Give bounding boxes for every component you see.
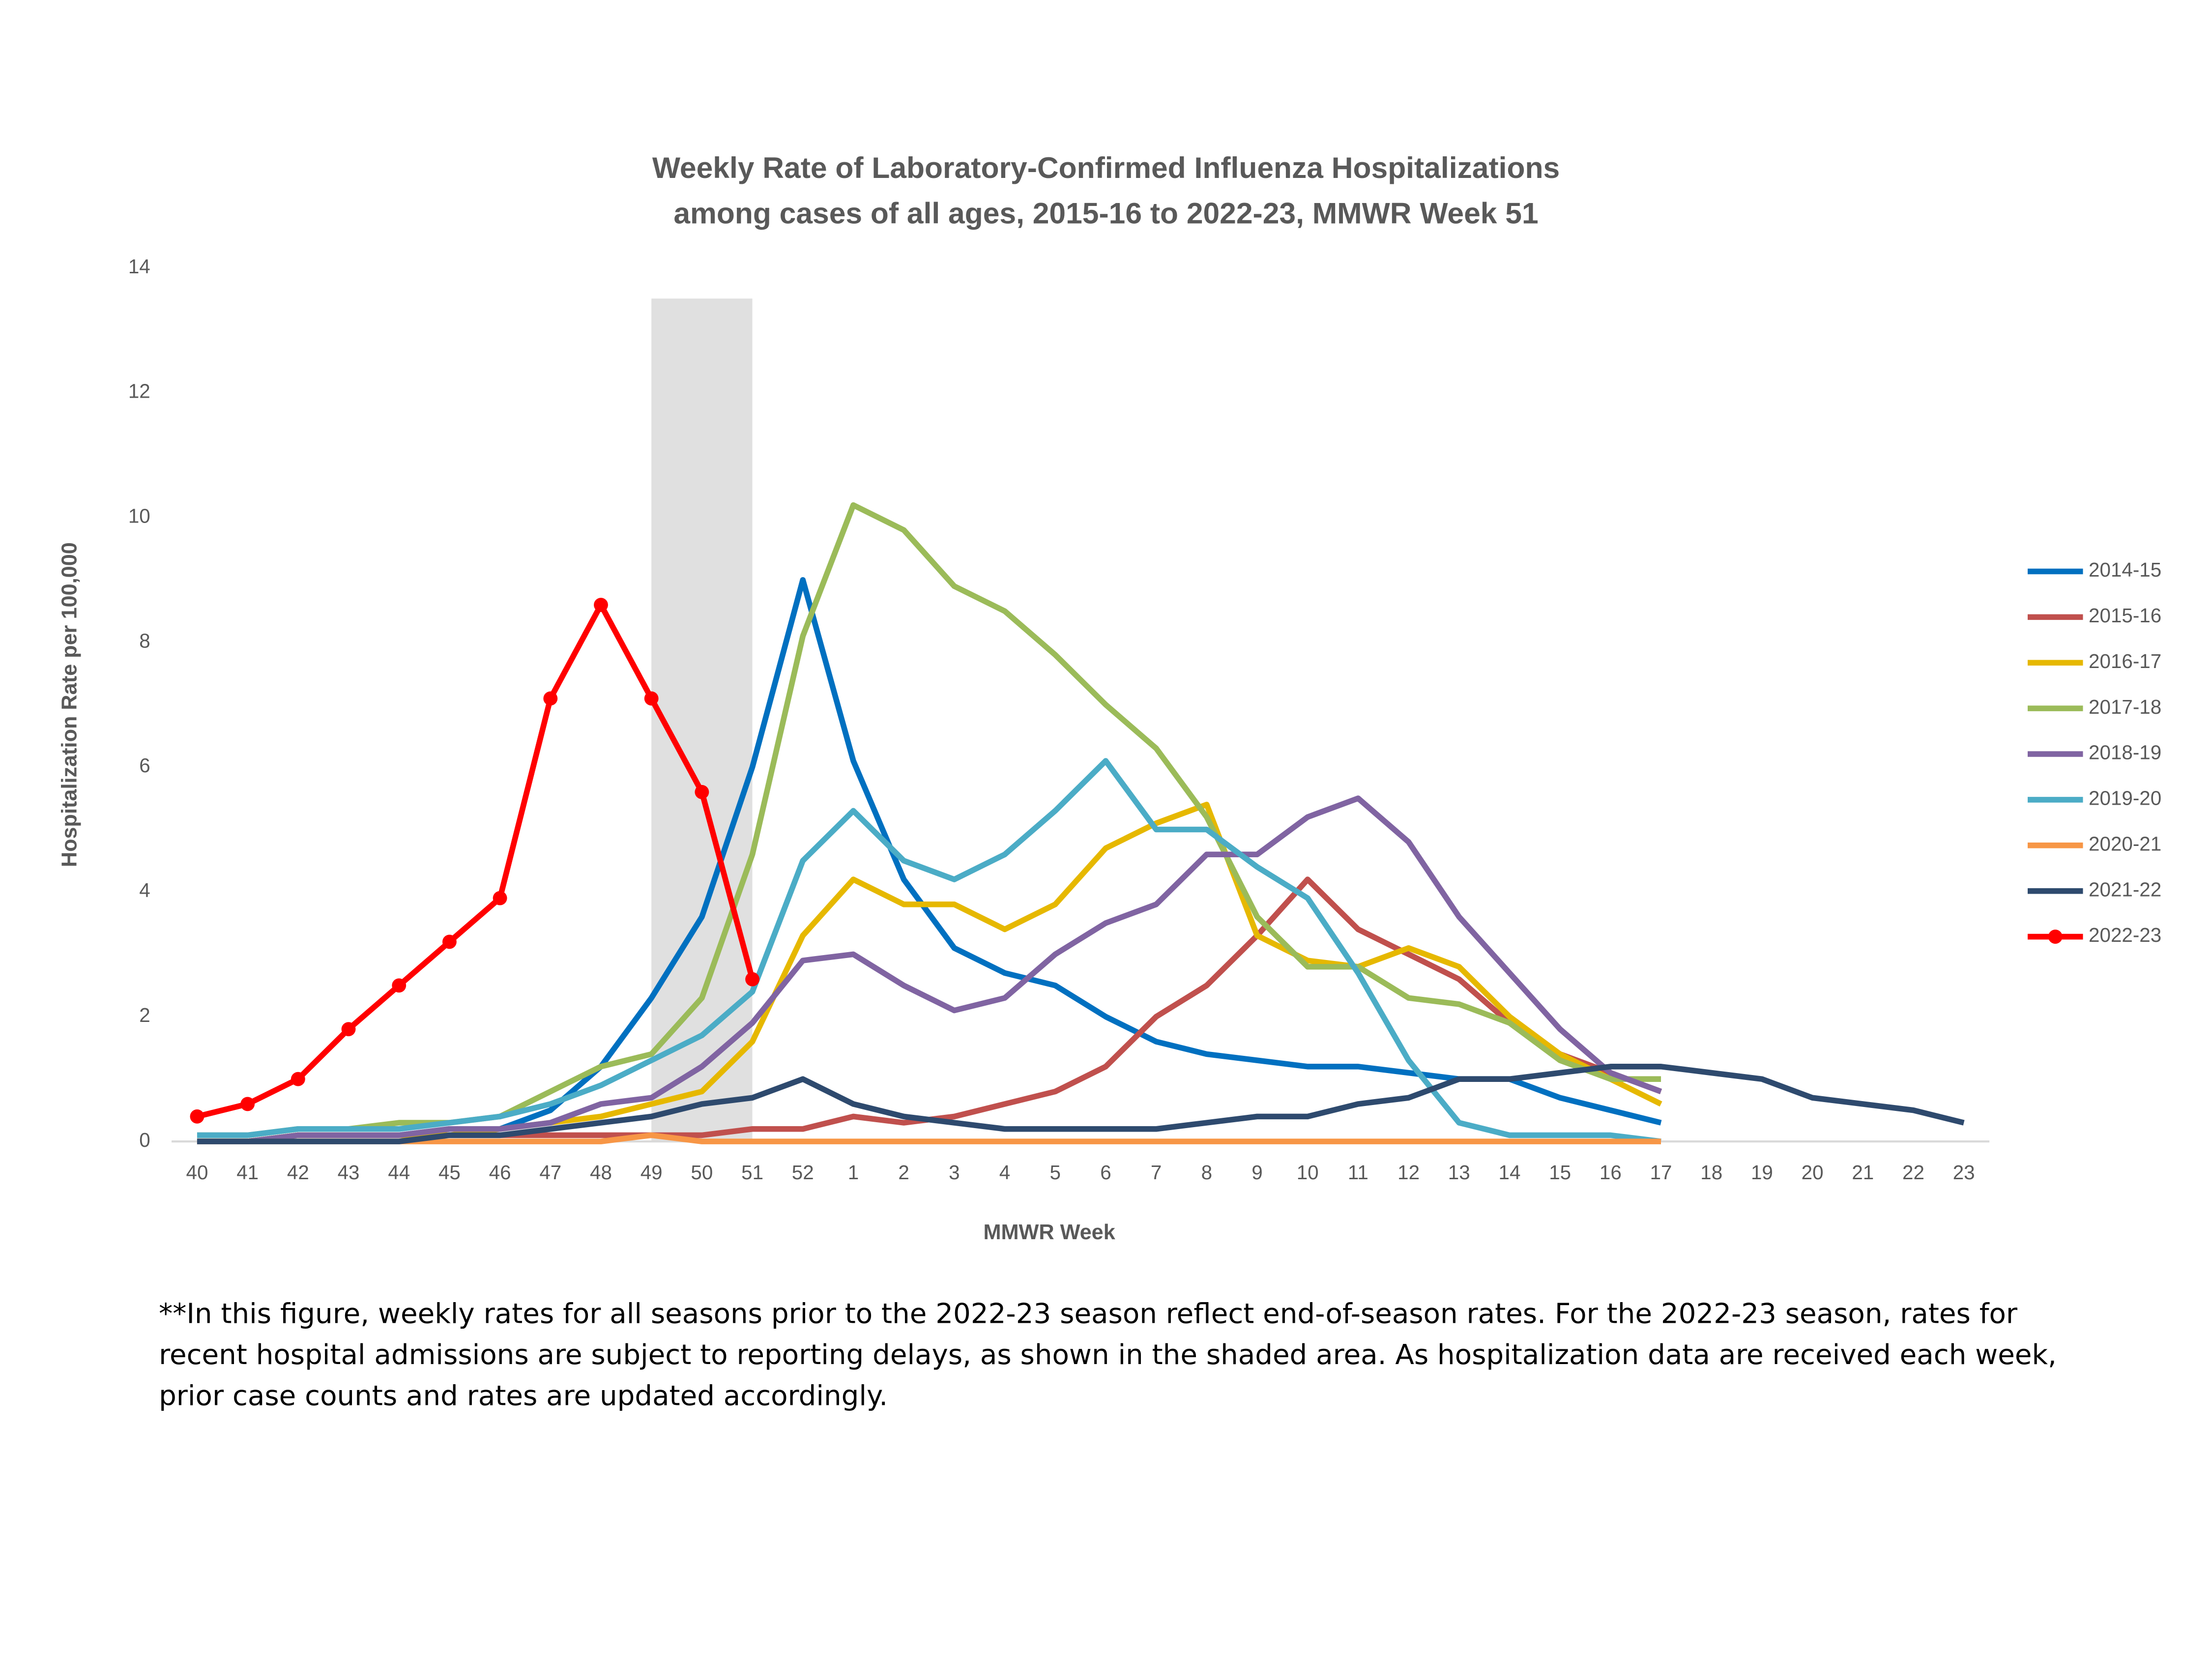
x-tick-label: 18 <box>1700 1161 1722 1184</box>
x-tick-label: 40 <box>186 1161 208 1184</box>
y-tick-label: 8 <box>139 629 150 652</box>
x-tick-label: 6 <box>1100 1161 1111 1184</box>
point <box>594 598 608 612</box>
y-tick-label: 6 <box>139 754 150 777</box>
x-tick-label: 9 <box>1252 1161 1262 1184</box>
series: 2020-21 <box>197 832 2161 1144</box>
series: 2017-18 <box>197 502 2161 1138</box>
x-tick-label: 45 <box>438 1161 461 1184</box>
series-line <box>197 795 1662 1144</box>
x-tick-label: 14 <box>1499 1161 1521 1184</box>
legend-label: 2021-22 <box>2089 878 2161 901</box>
x-tick-label: 10 <box>1297 1161 1319 1184</box>
x-tick-label: 3 <box>949 1161 960 1184</box>
footnote: **In this figure, weekly rates for all s… <box>159 1297 2057 1413</box>
x-tick-label: 42 <box>287 1161 309 1184</box>
legend-label: 2022-23 <box>2089 924 2161 946</box>
y-tick-label: 14 <box>128 255 150 278</box>
x-tick-label: 17 <box>1650 1161 1672 1184</box>
x-tick-label: 49 <box>640 1161 663 1184</box>
legend-label: 2015-16 <box>2089 604 2161 627</box>
series-line <box>196 602 756 1119</box>
point <box>745 972 759 987</box>
series: 2021-22 <box>197 878 2161 1144</box>
series: 2014-15 <box>197 558 2161 1144</box>
x-tick-label: 4 <box>999 1161 1010 1184</box>
x-tick-label: 2 <box>898 1161 909 1184</box>
x-tick-label: 8 <box>1201 1161 1212 1184</box>
x-tick-label: 22 <box>1902 1161 1924 1184</box>
chart-title: Weekly Rate of Laboratory-Confirmed Infl… <box>652 151 1560 184</box>
series: 2022-23 <box>190 598 2161 1124</box>
x-tick-label: 41 <box>236 1161 259 1184</box>
legend-label: 2019-20 <box>2089 787 2161 810</box>
chart-title: among cases of all ages, 2015-16 to 2022… <box>673 196 1538 230</box>
x-axis-title: MMWR Week <box>983 1221 1115 1244</box>
x-tick-label: 13 <box>1448 1161 1470 1184</box>
legend-label: 2020-21 <box>2089 832 2161 855</box>
legend-label: 2016-17 <box>2089 650 2161 672</box>
series: 2018-19 <box>197 741 2161 1144</box>
x-tick-label: 43 <box>338 1161 360 1184</box>
y-axis-title: Hospitalization Rate per 100,000 <box>58 542 82 867</box>
legend-label: 2018-19 <box>2089 741 2161 764</box>
point <box>543 691 558 706</box>
x-tick-label: 44 <box>388 1161 410 1184</box>
point <box>695 785 709 799</box>
series-line <box>197 758 1661 1144</box>
x-tick-label: 52 <box>792 1161 814 1184</box>
point <box>240 1097 255 1111</box>
series-line <box>197 1132 1661 1144</box>
legend-label: 2014-15 <box>2089 558 2161 581</box>
point <box>493 891 507 905</box>
series-line <box>197 577 1662 1144</box>
x-tick-label: 21 <box>1852 1161 1874 1184</box>
y-tick-label: 10 <box>128 505 150 527</box>
footnote-box: **In this figure, weekly rates for all s… <box>159 1297 2057 1413</box>
point <box>442 934 457 949</box>
y-tick-label: 4 <box>139 879 150 902</box>
x-tick-label: 23 <box>1953 1161 1975 1184</box>
point <box>190 1109 204 1124</box>
x-tick-label: 46 <box>489 1161 511 1184</box>
x-tick-label: 16 <box>1600 1161 1622 1184</box>
x-tick-label: 1 <box>848 1161 859 1184</box>
x-tick-label: 19 <box>1751 1161 1773 1184</box>
x-tick-label: 15 <box>1549 1161 1571 1184</box>
y-tick-label: 2 <box>139 1004 150 1026</box>
x-tick-label: 20 <box>1802 1161 1824 1184</box>
x-tick-label: 51 <box>741 1161 763 1184</box>
point <box>392 978 407 993</box>
x-tick-label: 48 <box>590 1161 612 1184</box>
x-tick-label: 11 <box>1348 1161 1368 1184</box>
point <box>291 1072 305 1086</box>
point <box>644 691 659 706</box>
legend-marker <box>2048 930 2063 944</box>
series: 2015-16 <box>197 604 2161 1144</box>
x-tick-label: 7 <box>1151 1161 1162 1184</box>
series: 2016-17 <box>197 650 2161 1144</box>
legend-label: 2017-18 <box>2089 696 2161 718</box>
y-tick-label: 0 <box>139 1129 150 1151</box>
series-line <box>197 1064 1965 1144</box>
x-tick-label: 5 <box>1049 1161 1060 1184</box>
series-line <box>197 502 1661 1138</box>
x-tick-label: 50 <box>691 1161 713 1184</box>
y-tick-label: 12 <box>128 380 150 403</box>
series: 2019-20 <box>197 758 2161 1144</box>
shaded-area <box>651 298 753 1142</box>
x-tick-label: 47 <box>539 1161 561 1184</box>
x-tick-label: 12 <box>1397 1161 1420 1184</box>
point <box>341 1022 356 1037</box>
